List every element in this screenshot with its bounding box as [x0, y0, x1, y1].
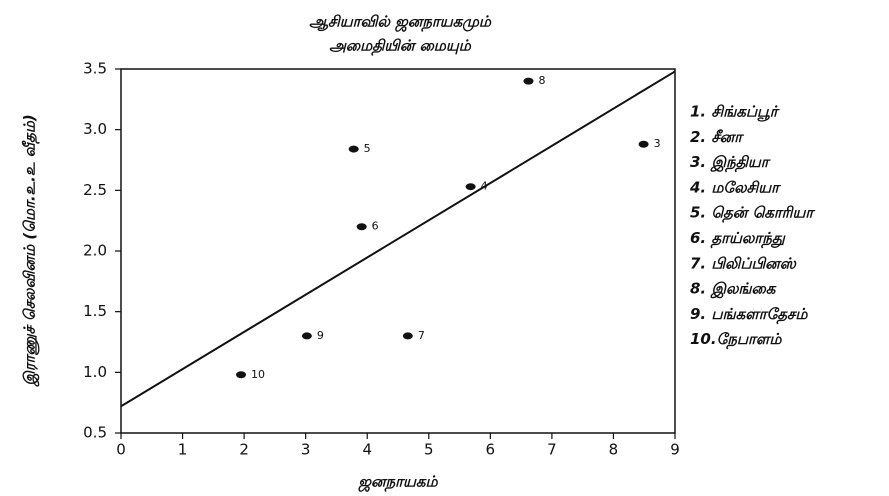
- x-tick-label: 5: [424, 441, 434, 459]
- x-tick-label: 1: [178, 441, 188, 459]
- point: [236, 371, 247, 379]
- y-tick-label: 2.5: [83, 181, 107, 199]
- x-tick-label: 6: [486, 441, 496, 459]
- legend-entry: 10.நேபாளம்: [690, 330, 782, 350]
- x-tick-label: 4: [362, 441, 372, 459]
- point: [356, 223, 367, 231]
- y-tick-label: 1.0: [83, 363, 107, 381]
- point-label: 7: [418, 329, 425, 342]
- point: [402, 332, 413, 340]
- chart-title: அமைதியின் மையும்: [329, 37, 472, 57]
- y-tick-label: 3.5: [83, 60, 107, 78]
- trend-line: [120, 70, 676, 408]
- point: [523, 77, 534, 85]
- x-axis-label: ஜனநாயகம்: [357, 473, 438, 493]
- y-tick-label: 0.5: [83, 424, 107, 442]
- point-label: 10: [251, 368, 265, 381]
- point: [301, 332, 312, 340]
- x-tick-label: 7: [547, 441, 557, 459]
- legend-entry: 9. பங்களாதேசம்: [690, 305, 808, 325]
- y-tick-label: 3.0: [83, 120, 107, 138]
- legend-entry: 7. பிலிப்பினஸ்: [690, 254, 797, 272]
- point-label: 8: [538, 74, 545, 87]
- legend-entry: 4. மலேசியா: [689, 178, 781, 196]
- y-axis-label: இராணுச் செலவினம் (மொ.உ.உ வீதம்): [21, 114, 41, 387]
- chart-title: ஆசியாவில் ஜனநாயகமும்: [309, 13, 492, 33]
- point: [638, 140, 649, 148]
- x-tick-label: 2: [239, 441, 249, 459]
- y-tick-label: 1.5: [83, 302, 107, 320]
- point-label: 5: [364, 142, 371, 155]
- y-tick-label: 2.0: [83, 242, 107, 260]
- legend-entry: 5. தென் கொரியா: [690, 204, 815, 224]
- x-tick-label: 9: [670, 441, 680, 459]
- point: [465, 183, 476, 191]
- point-label: 9: [317, 329, 324, 342]
- point-label: 3: [654, 137, 661, 150]
- x-tick-label: 0: [116, 441, 126, 459]
- point-label: 6: [372, 220, 379, 233]
- legend-entry: 6. தாய்லாந்து: [690, 229, 786, 249]
- legend-entry: 8. இலங்கை: [690, 280, 777, 299]
- x-tick-label: 8: [609, 441, 619, 459]
- legend-entry: 2. சீனா: [690, 128, 744, 146]
- legend-entry: 1. சிங்கப்பூர்: [690, 103, 780, 123]
- plot-frame: [120, 68, 676, 434]
- point-label: 4: [481, 180, 488, 193]
- x-tick-label: 3: [301, 441, 311, 459]
- legend-entry: 3. இந்தியா: [690, 153, 771, 173]
- point: [348, 145, 359, 153]
